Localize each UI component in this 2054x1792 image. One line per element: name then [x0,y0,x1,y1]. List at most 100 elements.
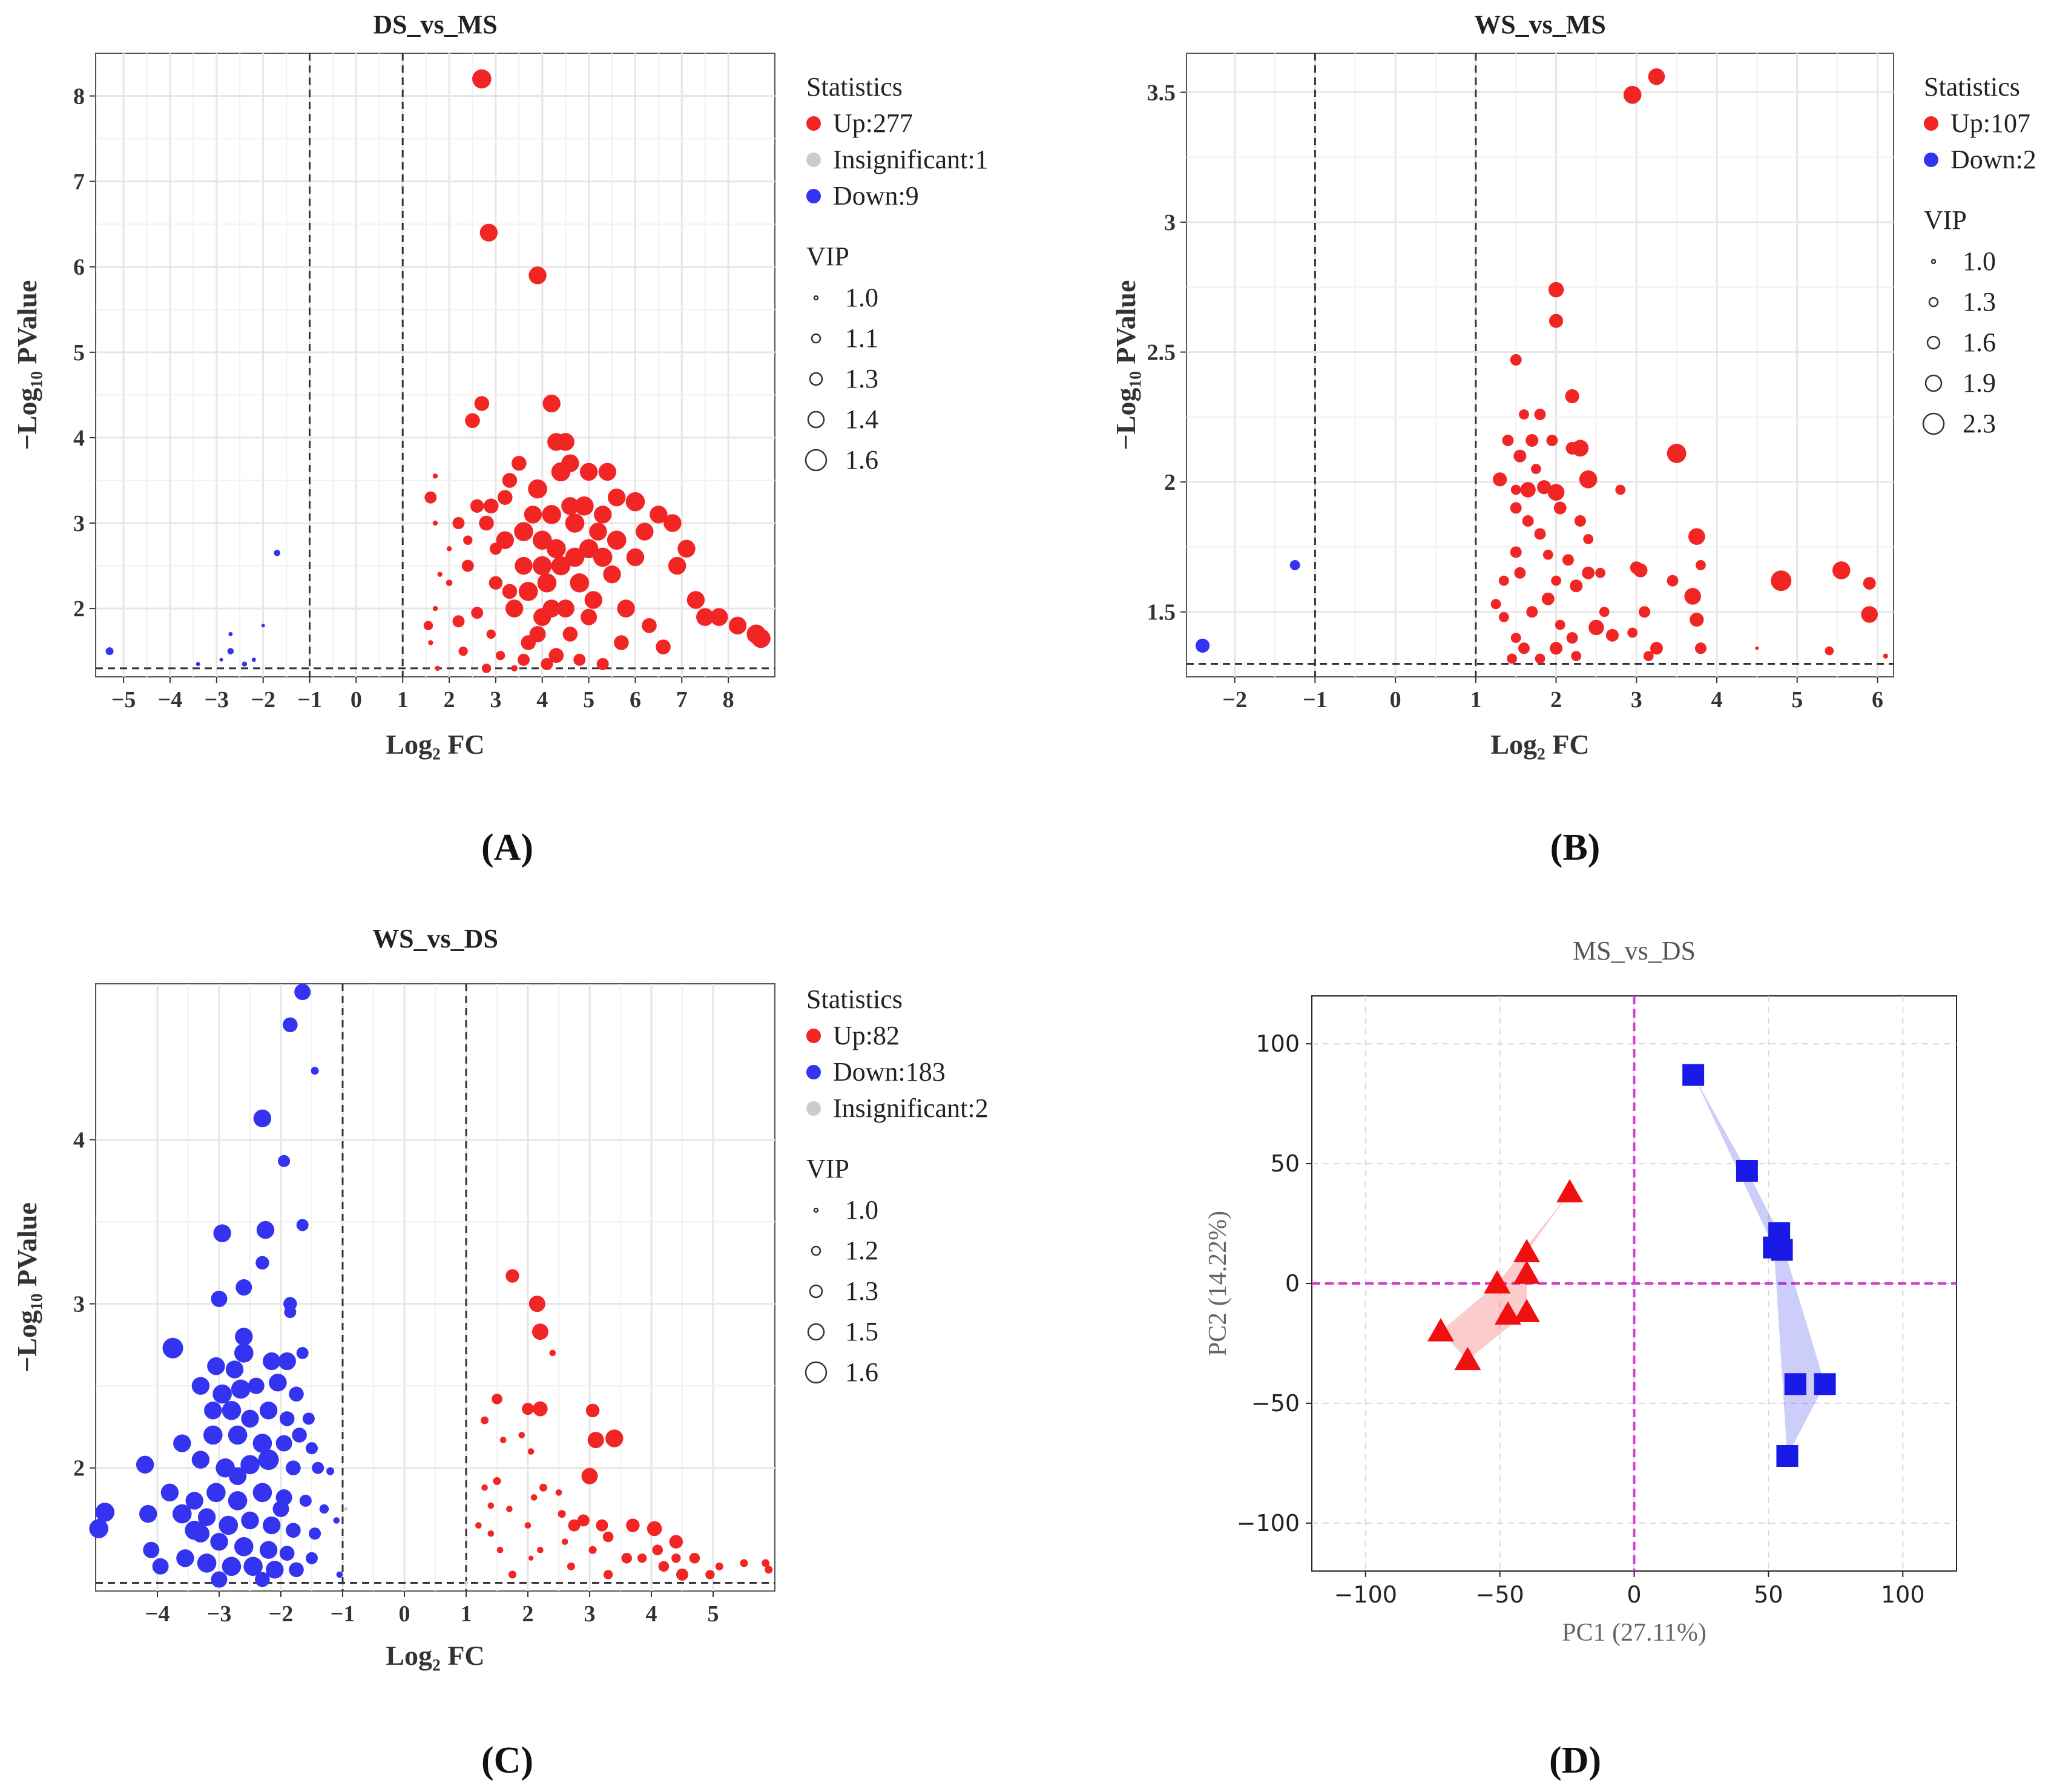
data-point-down [286,1460,301,1475]
data-point-up [556,433,574,451]
panel-label-d: (D) [1549,1740,1601,1781]
data-point-up [751,628,771,648]
data-point-down [207,1357,225,1375]
data-point-up [496,531,514,549]
group-hull-ms [1441,1192,1570,1360]
data-point-up [1566,632,1578,644]
data-point-up [1667,575,1679,587]
x-tick-label: −2 [1222,687,1247,713]
y-tick-label: −50 [1251,1390,1300,1417]
panel-c: −4 −3 −2 −1 0 1 2 3 4 5 2 3 4 WS_vs_DS Log₂ FC −Log₁₀ P… [12,924,989,1671]
data-point-down [263,1352,281,1371]
x-tick-label: −3 [207,1601,232,1627]
legend-entry: Up:107 [1950,108,2030,138]
data-point-up [532,530,552,550]
y-axis-label: −Log₁₀ PValue [12,1202,42,1372]
data-point-up [689,1552,700,1564]
size-legend-circle [813,1207,819,1213]
y-tick-label: 2 [73,596,85,622]
legend-entry: Down:9 [833,181,919,211]
data-point-up [565,547,585,567]
x-tick-label: 4 [536,687,548,713]
size-legend-entry: 1.5 [845,1317,878,1346]
data-point-up [549,1349,556,1357]
y-tick-label: 8 [73,84,85,110]
data-point-up [532,556,552,576]
data-point-down [191,1524,210,1543]
data-point-down [234,1537,254,1556]
data-point-up [502,584,518,599]
data-point-up [479,515,494,531]
data-point-up [1565,389,1579,404]
size-legend-circle [1931,259,1937,265]
data-point-up [605,1429,624,1448]
data-point-down [1195,638,1210,653]
data-point-up [558,1510,566,1518]
data-point-down [162,1337,183,1359]
x-axis-label: Log₂ FC [386,1640,484,1671]
data-point-up [1688,528,1705,545]
data-point-up [527,1448,535,1455]
data-point-up [1502,434,1514,446]
data-point-up [470,499,484,513]
y-axis-label: PC2 (14.22%) [1204,1211,1232,1356]
data-point-up [537,1546,544,1553]
size-legend-circle [811,333,821,344]
sample-point-ms [1513,1299,1540,1322]
size-legend-entry: 1.0 [845,283,878,312]
data-point-up [1551,575,1561,586]
data-point-down [213,1224,231,1242]
data-point-up [658,1561,670,1572]
data-point-up [603,565,621,584]
x-tick-label: 5 [708,1601,719,1627]
data-point-up [518,1432,525,1438]
data-point-down [261,624,265,628]
data-point-up [533,1401,548,1417]
data-point-down [286,1523,301,1538]
data-point-up [637,1553,647,1563]
data-point-insig [344,1507,348,1511]
data-point-up [1530,464,1541,475]
data-point-down [243,1556,263,1576]
data-point-down [279,1411,295,1426]
x-tick-label: 2 [1550,687,1562,713]
y-tick-label: −100 [1237,1510,1300,1537]
data-point-up [1535,653,1545,664]
data-point-up [495,651,505,660]
x-tick-label: 1 [1470,687,1481,713]
size-legend-entry: 1.4 [845,404,878,434]
data-point-up [542,394,561,413]
data-point-down [235,1279,252,1296]
data-point-up [621,1552,632,1564]
data-point-up [765,1566,773,1574]
data-point-up [1639,606,1651,618]
sample-point-ds [1682,1064,1705,1086]
size-legend-circle [1924,374,1943,392]
data-point-up [1825,646,1834,656]
sample-point-ds [1771,1239,1793,1261]
legend-entry: Down:2 [1950,145,2036,174]
data-point-down [296,1346,309,1359]
data-point-up [1615,484,1626,495]
panel-label-b: (B) [1550,827,1601,868]
data-point-down [278,1155,291,1167]
panel-d: −100 −50 0 50 100 −100 −50 0 50 100 MS_vs_DS PC1 (2… [1204,936,1957,1647]
data-point-up [625,492,645,512]
legend-title: Statistics [806,72,903,102]
y-tick-label: 2.5 [1147,340,1176,366]
size-legend-circle [805,1361,828,1384]
size-legend-circle [809,1284,823,1299]
data-point-up [432,473,438,479]
x-tick-label: −4 [158,687,183,713]
data-point-up [537,573,557,593]
data-point-up [487,1530,495,1537]
data-point-up [762,1559,770,1567]
x-axis-label: Log₂ FC [386,729,484,760]
data-point-up [1553,501,1567,515]
data-point-down [275,1435,292,1452]
data-point-down [197,1553,217,1573]
data-point-down [206,1483,226,1503]
x-tick-label: 100 [1881,1581,1925,1608]
legend-entry: Insignificant:2 [833,1093,989,1123]
size-legend-title: VIP [1924,205,1967,235]
